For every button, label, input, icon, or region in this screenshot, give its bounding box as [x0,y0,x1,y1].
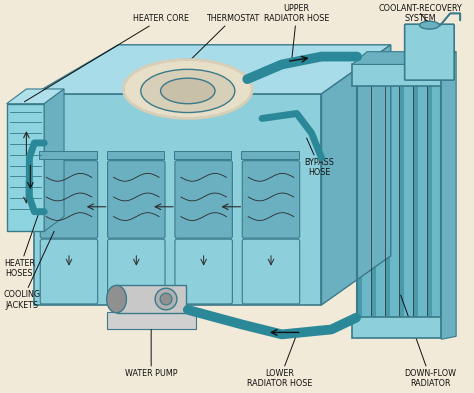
FancyBboxPatch shape [241,151,299,159]
Bar [381,84,385,320]
Text: DOWN-FLOW
RADIATOR: DOWN-FLOW RADIATOR [401,295,456,388]
FancyBboxPatch shape [40,239,98,304]
Ellipse shape [419,21,439,29]
Polygon shape [352,51,456,64]
FancyBboxPatch shape [242,161,300,238]
Bar [399,84,404,320]
FancyBboxPatch shape [174,151,231,159]
Bar [107,312,196,329]
Text: HEATER
HOSES: HEATER HOSES [4,212,39,278]
Bar [390,84,394,320]
Bar [394,84,399,320]
Bar [357,84,441,320]
Ellipse shape [107,285,127,313]
Bar [423,84,427,320]
FancyBboxPatch shape [352,317,441,338]
FancyBboxPatch shape [405,24,454,80]
FancyBboxPatch shape [163,79,212,114]
FancyBboxPatch shape [242,239,300,304]
FancyBboxPatch shape [108,239,165,304]
Polygon shape [7,89,64,104]
Ellipse shape [160,293,172,305]
Ellipse shape [155,288,177,310]
Bar [385,84,390,320]
Bar [7,104,44,231]
FancyBboxPatch shape [34,94,321,305]
Ellipse shape [161,78,215,104]
Bar [413,84,418,320]
Text: COOLING
JACKETS: COOLING JACKETS [4,231,54,310]
Bar [376,84,381,320]
Polygon shape [321,45,391,305]
FancyBboxPatch shape [107,151,164,159]
Bar [117,285,186,313]
Text: WATER PUMP: WATER PUMP [125,329,177,378]
Ellipse shape [141,69,235,112]
FancyBboxPatch shape [175,239,232,304]
Text: THERMOSTAT: THERMOSTAT [188,14,259,62]
Ellipse shape [123,59,252,118]
Text: UPPER
RADIATOR HOSE: UPPER RADIATOR HOSE [264,4,329,59]
Bar [437,84,441,320]
Bar [404,84,409,320]
FancyBboxPatch shape [40,161,98,238]
Text: COOLANT-RECOVERY
SYSTEM: COOLANT-RECOVERY SYSTEM [379,4,462,25]
Bar [371,84,376,320]
Bar [427,84,432,320]
Bar [432,84,437,320]
Bar [366,84,371,320]
Polygon shape [44,89,64,231]
Text: LOWER
RADIATOR HOSE: LOWER RADIATOR HOSE [247,334,312,388]
Text: BYPASS
HOSE: BYPASS HOSE [305,138,335,177]
Bar [409,84,413,320]
FancyBboxPatch shape [108,161,165,238]
Polygon shape [34,45,391,94]
Bar [418,84,423,320]
FancyBboxPatch shape [352,64,441,86]
FancyBboxPatch shape [39,151,97,159]
Bar [357,84,362,320]
FancyBboxPatch shape [175,161,232,238]
Polygon shape [441,51,456,339]
Text: HEATER CORE: HEATER CORE [25,14,189,102]
Bar [362,84,366,320]
